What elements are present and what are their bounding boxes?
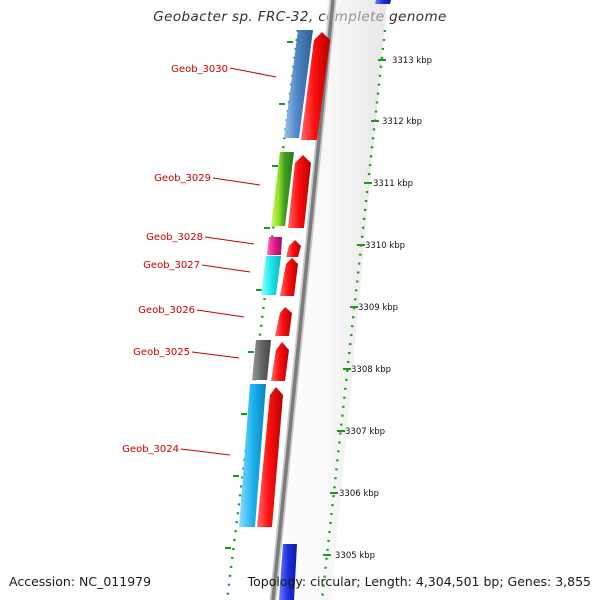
plus-gene (280, 258, 298, 296)
outer-tick-track (320, 29, 387, 600)
gene-geob-3029[interactable] (271, 152, 294, 226)
plus-gene (257, 387, 283, 527)
kbp-tick-label: 3312 kbp (382, 117, 422, 127)
track-band (271, 0, 387, 600)
kbp-tick-label: 3310 kbp (365, 241, 405, 251)
label-leaders (180, 67, 277, 456)
inner-dotted-track (225, 29, 300, 600)
kbp-tick-label: 3311 kbp (373, 179, 413, 189)
gene-label-geob-3024[interactable]: Geob_3024 (122, 444, 179, 455)
plus-gene (271, 342, 289, 381)
gene-label-geob-3025[interactable]: Geob_3025 (133, 347, 190, 358)
kbp-tick-label: 3305 kbp (335, 551, 375, 561)
kbp-tick-label: 3306 kbp (339, 489, 379, 499)
gene-label-geob-3030[interactable]: Geob_3030 (171, 64, 228, 75)
kbp-tick-label: 3313 kbp (392, 56, 432, 66)
accession-label: Accession: NC_011979 (9, 574, 152, 589)
gene-label-geob-3028[interactable]: Geob_3028 (146, 232, 203, 243)
topology-label: Topology: circular; Length: 4,304,501 bp… (247, 574, 591, 589)
gene-labels: Geob_3030 Geob_3029 Geob_3028 Geob_3027 … (122, 64, 228, 455)
kbp-tick-labels: 3313 kbp 3312 kbp 3311 kbp 3310 kbp 3309… (335, 56, 432, 561)
gene-geob-3030[interactable] (284, 30, 313, 138)
genome-backbone-core (271, 0, 335, 600)
outer-dash-ticks (323, 59, 386, 556)
neighbor-gene-bottom (279, 544, 297, 600)
plus-gene (286, 240, 301, 257)
gene-label-geob-3029[interactable]: Geob_3029 (154, 173, 211, 184)
gene-label-geob-3026[interactable]: Geob_3026 (138, 305, 195, 316)
gene-geob-3027[interactable] (261, 256, 281, 295)
kbp-tick-label: 3308 kbp (351, 365, 391, 375)
gene-geob-3025[interactable] (252, 340, 271, 380)
plus-gene (301, 32, 330, 140)
kbp-tick-label: 3309 kbp (358, 303, 398, 313)
plus-gene (288, 155, 311, 228)
plus-strand-genes (257, 32, 330, 527)
kbp-tick-label: 3307 kbp (345, 427, 385, 437)
gene-geob-3024[interactable] (239, 384, 266, 527)
gene-geob-3028[interactable] (267, 237, 282, 255)
neighbor-gene-top (375, 0, 391, 4)
plus-gene (275, 307, 292, 336)
gene-label-geob-3027[interactable]: Geob_3027 (143, 260, 200, 271)
minus-strand-genes (239, 30, 313, 527)
inner-dash-ticks (225, 41, 293, 549)
